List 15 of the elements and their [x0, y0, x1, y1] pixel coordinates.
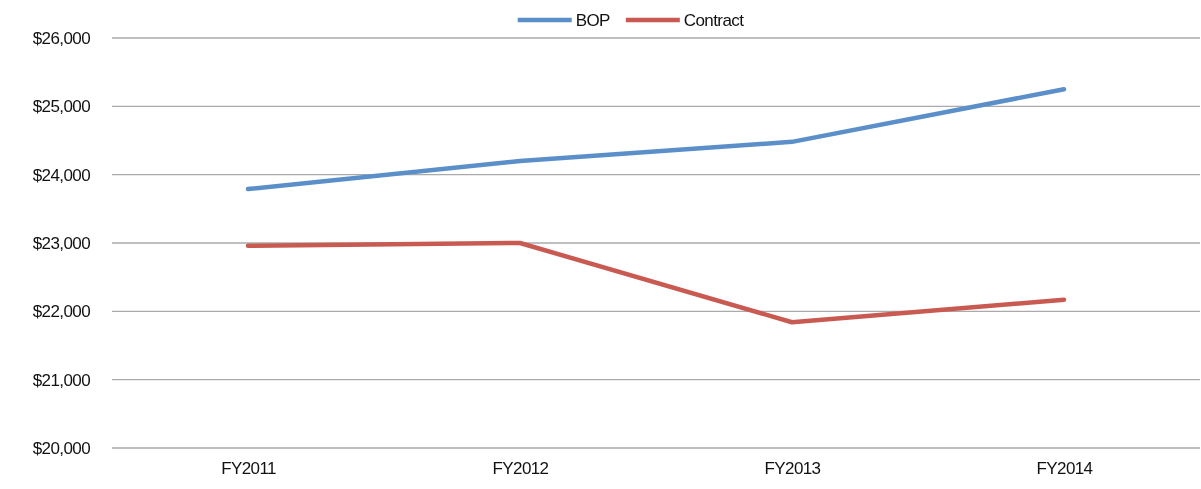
y-tick-label: $26,000 [32, 28, 91, 48]
legend-label: BOP [575, 11, 611, 30]
line-series [245, 87, 1067, 192]
y-tick-label: $25,000 [32, 97, 91, 117]
x-tick-label: FY2012 [492, 459, 549, 479]
x-tick-label: FY2014 [1036, 459, 1093, 479]
y-tick-label: $23,000 [32, 233, 91, 253]
y-tick-label: $21,000 [32, 370, 91, 390]
x-tick-label: FY2011 [221, 459, 276, 479]
x-tick-label: FY2013 [764, 459, 821, 479]
line-series [245, 240, 1067, 325]
y-tick-label: $22,000 [32, 302, 91, 322]
y-tick-label: $24,000 [32, 165, 91, 185]
y-tick-label: $20,000 [32, 438, 91, 458]
legend-label: Contract [683, 11, 745, 30]
